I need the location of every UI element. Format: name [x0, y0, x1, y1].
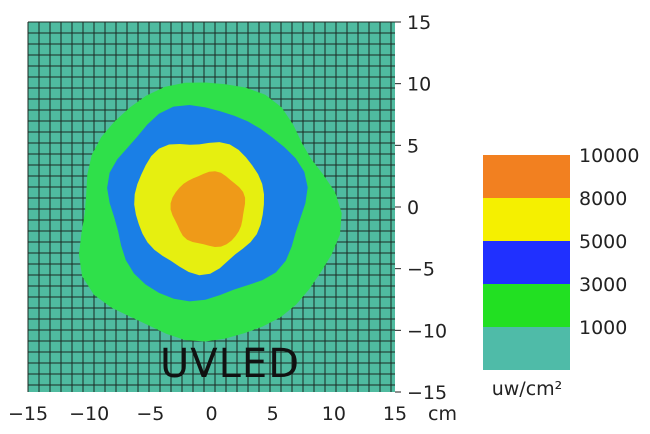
colorbar-tick-label: 5000: [579, 231, 627, 253]
colorbar-tick-label: 1000: [579, 317, 627, 339]
x-unit-label: cm: [428, 403, 457, 425]
y-tick-label: −15: [407, 382, 447, 404]
colorbar-band-3000: [483, 241, 570, 284]
y-tick-label: −10: [407, 320, 447, 342]
colorbar-tick-label: 8000: [579, 188, 627, 210]
axes: 15 10 5 0 −5 −10 −15 −15 −10 −5 0 5 10 15 cm: [8, 12, 457, 425]
colorbar-band-5000: [483, 198, 570, 241]
x-tick-label: 10: [322, 403, 346, 425]
x-tick-label: −10: [69, 403, 109, 425]
plot-area: [27, 21, 395, 392]
contour-region-8000: [170, 171, 246, 247]
colorbar-legend: 10000 8000 5000 3000 1000 uw/cm²: [483, 145, 639, 400]
uvled-annotation: UVLED: [160, 341, 300, 387]
y-tick-label: −5: [407, 259, 435, 281]
y-tick-label: 0: [407, 197, 419, 219]
colorbar-tick-label: 10000: [579, 145, 639, 167]
y-tick-label: 5: [407, 135, 419, 157]
y-tick-label: 10: [407, 74, 431, 96]
colorbar-unit-label: uw/cm²: [492, 378, 563, 400]
colorbar-band-0: [483, 327, 570, 370]
colorbar-band-1000: [483, 284, 570, 327]
colorbar-tick-label: 3000: [579, 274, 627, 296]
colorbar-band-8000: [483, 155, 570, 198]
y-tick-label: 15: [407, 12, 431, 34]
x-tick-label: 0: [205, 403, 217, 425]
x-tick-label: −5: [136, 403, 164, 425]
x-tick-label: −15: [8, 403, 48, 425]
x-tick-label: 5: [267, 403, 279, 425]
x-tick-label: 15: [383, 403, 407, 425]
